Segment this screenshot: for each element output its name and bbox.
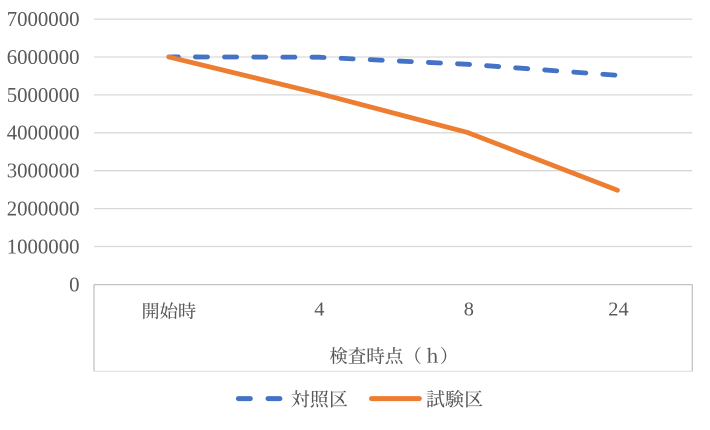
svg-text:8: 8 bbox=[464, 299, 474, 321]
svg-text:4: 4 bbox=[314, 299, 324, 321]
svg-text:7000000: 7000000 bbox=[7, 8, 80, 31]
svg-text:0: 0 bbox=[69, 273, 79, 296]
svg-text:2000000: 2000000 bbox=[7, 198, 80, 221]
svg-text:5000000: 5000000 bbox=[7, 84, 80, 107]
svg-text:24: 24 bbox=[608, 299, 628, 321]
svg-text:4000000: 4000000 bbox=[7, 122, 80, 145]
svg-text:6000000: 6000000 bbox=[7, 46, 80, 69]
svg-text:3000000: 3000000 bbox=[7, 160, 80, 183]
svg-text:1000000: 1000000 bbox=[7, 235, 80, 258]
